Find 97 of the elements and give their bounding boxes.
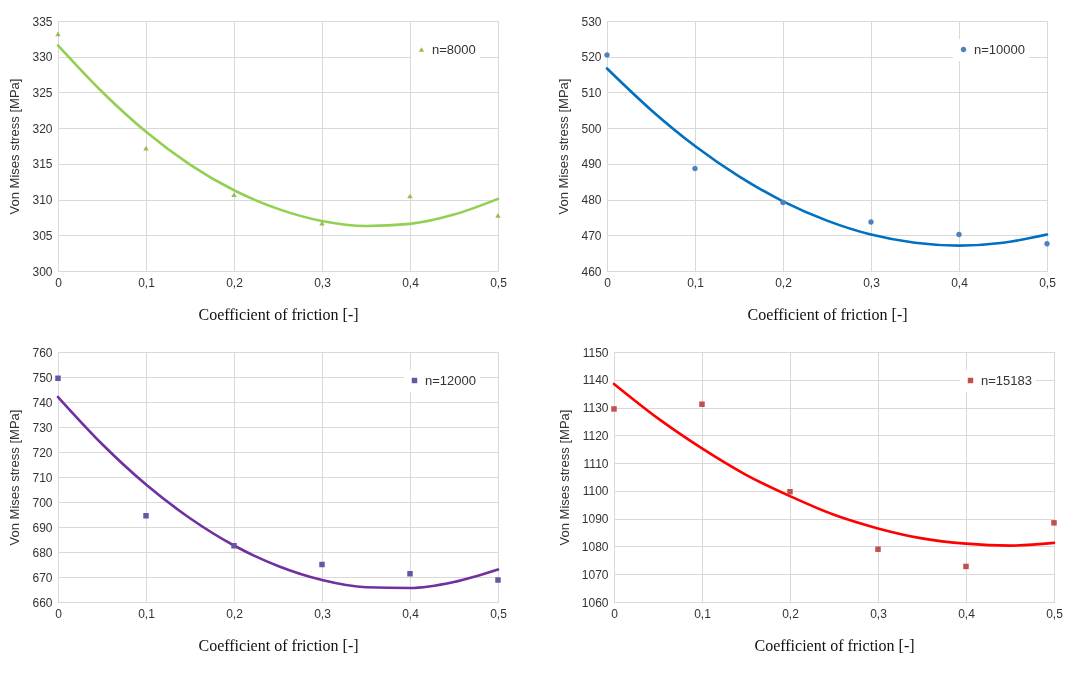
y-tick-label: 530 (581, 14, 602, 29)
x-tick-label: 0 (55, 275, 63, 290)
x-tick-label: 0,3 (314, 275, 332, 290)
line-series (56, 43, 500, 228)
x-tick-label: 0 (55, 606, 63, 621)
point (495, 577, 501, 583)
y-tick-label: 335 (32, 14, 53, 29)
point (231, 543, 237, 549)
x-tick-label: 0,3 (870, 606, 888, 621)
x-tick-label: 0,4 (958, 606, 976, 621)
point (1051, 520, 1057, 526)
x-tick-label: 0,5 (1046, 606, 1064, 621)
y-tick-label: 310 (32, 193, 53, 208)
point (611, 406, 617, 412)
y-axis-title: Von Mises stress [MPa] (556, 78, 572, 215)
x-tick-label: 0 (611, 606, 619, 621)
point (143, 145, 149, 151)
point (231, 192, 237, 197)
y-tick-label: 700 (32, 495, 53, 510)
x-tick-label: 0,1 (694, 606, 712, 621)
x-tick-label: 0,4 (402, 606, 420, 621)
point (780, 199, 786, 206)
x-tick-label: 0,4 (951, 275, 969, 290)
y-tick-label: 330 (32, 50, 53, 65)
legend-label: n=8000 (432, 41, 476, 57)
x-tick-label: 0,3 (314, 606, 332, 621)
y-tick-label: 1080 (581, 539, 609, 554)
y-tick-label: 520 (581, 50, 602, 65)
x-tick-label: 0,5 (490, 606, 508, 621)
x-axis-title: Coefficient of friction [-] (198, 305, 359, 323)
x-tick-label: 0,5 (490, 275, 508, 290)
y-tick-label: 300 (32, 264, 53, 279)
y-tick-label: 305 (32, 228, 53, 243)
y-tick-label: 1110 (583, 456, 609, 471)
x-tick-label: 0,4 (402, 275, 420, 290)
y-tick-label: 710 (32, 470, 53, 485)
y-tick-label: 680 (32, 545, 53, 560)
y-tick-label: 1060 (581, 595, 609, 610)
y-axis-title: Von Mises stress [MPa] (7, 409, 23, 546)
x-axis-title: Coefficient of friction [-] (754, 636, 915, 654)
y-tick-label: 720 (32, 445, 53, 460)
y-tick-label: 760 (32, 345, 53, 360)
x-tick-label: 0,1 (138, 606, 156, 621)
y-tick-label: 480 (581, 193, 602, 208)
y-tick-label: 460 (581, 264, 602, 279)
point (875, 546, 881, 552)
point (407, 571, 413, 577)
point (699, 401, 705, 407)
y-tick-label: 670 (32, 570, 53, 585)
y-tick-label: 510 (581, 85, 602, 100)
point (692, 165, 698, 172)
point (407, 193, 413, 199)
point (143, 513, 149, 519)
point (963, 563, 969, 570)
y-tick-label: 1100 (582, 484, 609, 499)
y-tick-label: 750 (32, 370, 53, 385)
x-axis-title: Coefficient of friction [-] (747, 305, 908, 323)
y-tick-label: 1070 (581, 567, 609, 582)
x-tick-label: 0,2 (775, 275, 793, 290)
line-series (56, 395, 500, 590)
y-tick-label: 1140 (582, 373, 609, 388)
y-tick-label: 325 (32, 85, 53, 100)
point (55, 31, 61, 37)
y-axis-title: Von Mises stress [MPa] (7, 78, 23, 215)
y-tick-label: 470 (581, 228, 602, 243)
x-tick-label: 0,5 (1039, 275, 1057, 290)
legend-label: n=15183 (981, 372, 1032, 388)
y-tick-label: 1090 (581, 512, 609, 527)
y-axis-title: Von Mises stress [MPa] (556, 409, 572, 546)
x-axis-title: Coefficient of friction [-] (198, 636, 359, 654)
y-tick-label: 500 (581, 121, 602, 136)
x-tick-label: 0 (604, 275, 612, 290)
x-tick-label: 0,2 (782, 606, 800, 621)
x-tick-label: 0,3 (863, 275, 881, 290)
y-tick-label: 315 (32, 157, 53, 172)
point (956, 231, 962, 238)
y-tick-label: 690 (32, 520, 53, 535)
x-tick-label: 0,2 (226, 275, 244, 290)
y-tick-label: 1130 (582, 401, 609, 416)
y-tick-label: 320 (32, 121, 53, 136)
y-tick-label: 1150 (582, 345, 609, 360)
legend-label: n=12000 (425, 372, 476, 388)
point (319, 220, 325, 226)
x-tick-label: 0,1 (138, 275, 156, 290)
x-tick-label: 0,2 (226, 606, 244, 621)
x-tick-label: 0,1 (687, 275, 705, 290)
y-tick-label: 490 (581, 157, 602, 172)
line-series (605, 67, 1049, 247)
point (55, 375, 61, 381)
y-tick-label: 1120 (582, 428, 609, 443)
point (319, 561, 325, 568)
y-tick-label: 660 (32, 595, 53, 610)
y-tick-label: 730 (32, 420, 53, 435)
y-tick-label: 740 (32, 395, 53, 410)
point (495, 212, 501, 218)
legend-label: n=10000 (974, 41, 1025, 57)
point (787, 488, 793, 495)
